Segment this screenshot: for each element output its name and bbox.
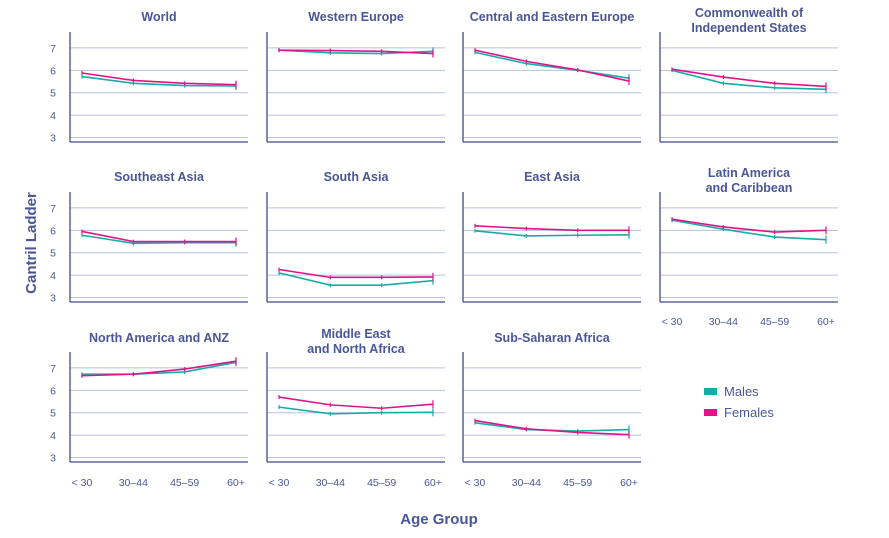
panel-north-america-and-anz: North America and ANZ 3 4 5 6 7 < 30 30–44 45–59… bbox=[50, 331, 248, 489]
panel-south-asia: South Asia bbox=[266, 170, 445, 303]
y-tick-label: 7 bbox=[50, 363, 56, 375]
panel-title-line: and Caribbean bbox=[706, 181, 793, 195]
panel-title-line: Middle East bbox=[321, 327, 391, 341]
panel-title-line: North America and ANZ bbox=[89, 331, 229, 345]
x-tick-label: 30–44 bbox=[316, 477, 345, 489]
legend-label-females: Females bbox=[724, 405, 774, 420]
legend-swatch-females bbox=[704, 409, 717, 416]
panel-title-line: Commonwealth of bbox=[695, 6, 804, 20]
series-line-females bbox=[671, 68, 827, 88]
series-line-females bbox=[81, 230, 236, 243]
panel-western-europe: Western Europe bbox=[266, 10, 445, 143]
panel-title-line: East Asia bbox=[524, 170, 581, 184]
y-tick-label: 5 bbox=[50, 248, 56, 260]
panel-title-line: and North Africa bbox=[307, 342, 406, 356]
panel-title-line: Central and Eastern Europe bbox=[470, 10, 635, 24]
series-line-females bbox=[81, 72, 237, 86]
panel-southeast-asia: Southeast Asia 3 4 5 6 7 bbox=[50, 170, 248, 305]
series-line-males bbox=[278, 406, 434, 415]
y-tick-label: 4 bbox=[50, 270, 56, 282]
panel-world: World 3 4 5 6 7 bbox=[50, 10, 248, 145]
series-line-females bbox=[474, 49, 630, 82]
panel-title: South Asia bbox=[324, 170, 390, 184]
x-tick-label: < 30 bbox=[465, 477, 486, 489]
panel-title-line: South Asia bbox=[324, 170, 390, 184]
panel-title: World bbox=[141, 10, 176, 24]
y-tick-label: 5 bbox=[50, 88, 56, 100]
y-tick-label: 4 bbox=[50, 430, 56, 442]
panel-sub-saharan-africa: Sub-Saharan Africa < 30 30–44 45–59 60+ bbox=[462, 331, 641, 489]
panel-central-and-eastern-europe: Central and Eastern Europe bbox=[462, 10, 641, 143]
x-tick-label: 30–44 bbox=[119, 477, 148, 489]
series-line-males bbox=[81, 234, 236, 245]
legend-swatch-males bbox=[704, 388, 717, 395]
panel-title: Latin America and Caribbean bbox=[706, 166, 793, 195]
series-line-males bbox=[81, 75, 237, 87]
y-tick-label: 3 bbox=[50, 453, 56, 465]
series-line-females bbox=[278, 268, 434, 279]
x-tick-label: 60+ bbox=[620, 477, 638, 489]
panel-commonwealth-of-independent-states: Commonwealth of Independent States bbox=[659, 6, 838, 143]
series-line-females bbox=[671, 218, 827, 233]
x-tick-label: 45–59 bbox=[367, 477, 396, 489]
panel-title: North America and ANZ bbox=[89, 331, 229, 345]
series-line-females bbox=[278, 49, 434, 55]
series-line-females bbox=[474, 225, 629, 232]
panel-middle-east-and-north-africa: Middle East and North Africa < 30 30–44 45–5… bbox=[266, 327, 445, 489]
legend: Males Females bbox=[704, 384, 774, 420]
panel-east-asia: East Asia bbox=[462, 170, 641, 303]
series-line-females bbox=[278, 396, 434, 410]
panel-title-line: Western Europe bbox=[308, 10, 404, 24]
x-axis-label: Age Group bbox=[400, 511, 478, 528]
panel-title-line: Southeast Asia bbox=[114, 170, 205, 184]
y-tick-label: 7 bbox=[50, 203, 56, 215]
y-tick-label: 6 bbox=[50, 385, 56, 397]
series-line-males bbox=[671, 69, 827, 91]
panel-title: Middle East and North Africa bbox=[307, 327, 406, 356]
series-line-males bbox=[474, 229, 630, 237]
panel-title-line: World bbox=[141, 10, 176, 24]
panel-title: Southeast Asia bbox=[114, 170, 205, 184]
series-line-males bbox=[278, 272, 434, 287]
x-tick-label: 60+ bbox=[424, 477, 442, 489]
y-tick-label: 6 bbox=[50, 65, 56, 77]
series-line-females bbox=[474, 419, 630, 436]
x-tick-label: 30–44 bbox=[709, 316, 738, 328]
series-line-males bbox=[474, 51, 630, 79]
series-line-females bbox=[81, 360, 237, 377]
panel-title-line: Latin America bbox=[708, 166, 791, 180]
x-tick-label: 45–59 bbox=[760, 316, 789, 328]
x-tick-label: < 30 bbox=[662, 316, 683, 328]
panel-title: Commonwealth of Independent States bbox=[691, 6, 806, 35]
y-axis-label: Cantril Ladder bbox=[23, 192, 40, 294]
x-tick-label: 60+ bbox=[227, 477, 245, 489]
y-tick-label: 6 bbox=[50, 225, 56, 237]
y-tick-label: 3 bbox=[50, 133, 56, 145]
x-tick-label: < 30 bbox=[269, 477, 290, 489]
y-tick-label: 4 bbox=[50, 110, 56, 122]
x-tick-label: 30–44 bbox=[512, 477, 541, 489]
series-line-males bbox=[671, 219, 827, 241]
x-tick-label: 45–59 bbox=[563, 477, 592, 489]
y-tick-label: 3 bbox=[50, 293, 56, 305]
panel-title: Sub-Saharan Africa bbox=[494, 331, 611, 345]
x-tick-label: 60+ bbox=[817, 316, 835, 328]
panels: World 3 4 5 6 7 Western Europe Central and East… bbox=[50, 6, 838, 489]
x-tick-label: < 30 bbox=[72, 477, 93, 489]
x-tick-label: 45–59 bbox=[170, 477, 199, 489]
panel-latin-america-and-caribbean: Latin America and Caribbean < 30 30–44 45–59… bbox=[659, 166, 838, 328]
panel-title: Western Europe bbox=[308, 10, 404, 24]
panel-title: East Asia bbox=[524, 170, 581, 184]
y-tick-label: 7 bbox=[50, 43, 56, 55]
panel-title-line: Independent States bbox=[691, 21, 806, 35]
panel-title: Central and Eastern Europe bbox=[470, 10, 635, 24]
y-tick-label: 5 bbox=[50, 408, 56, 420]
panel-title-line: Sub-Saharan Africa bbox=[494, 331, 611, 345]
legend-label-males: Males bbox=[724, 384, 759, 399]
